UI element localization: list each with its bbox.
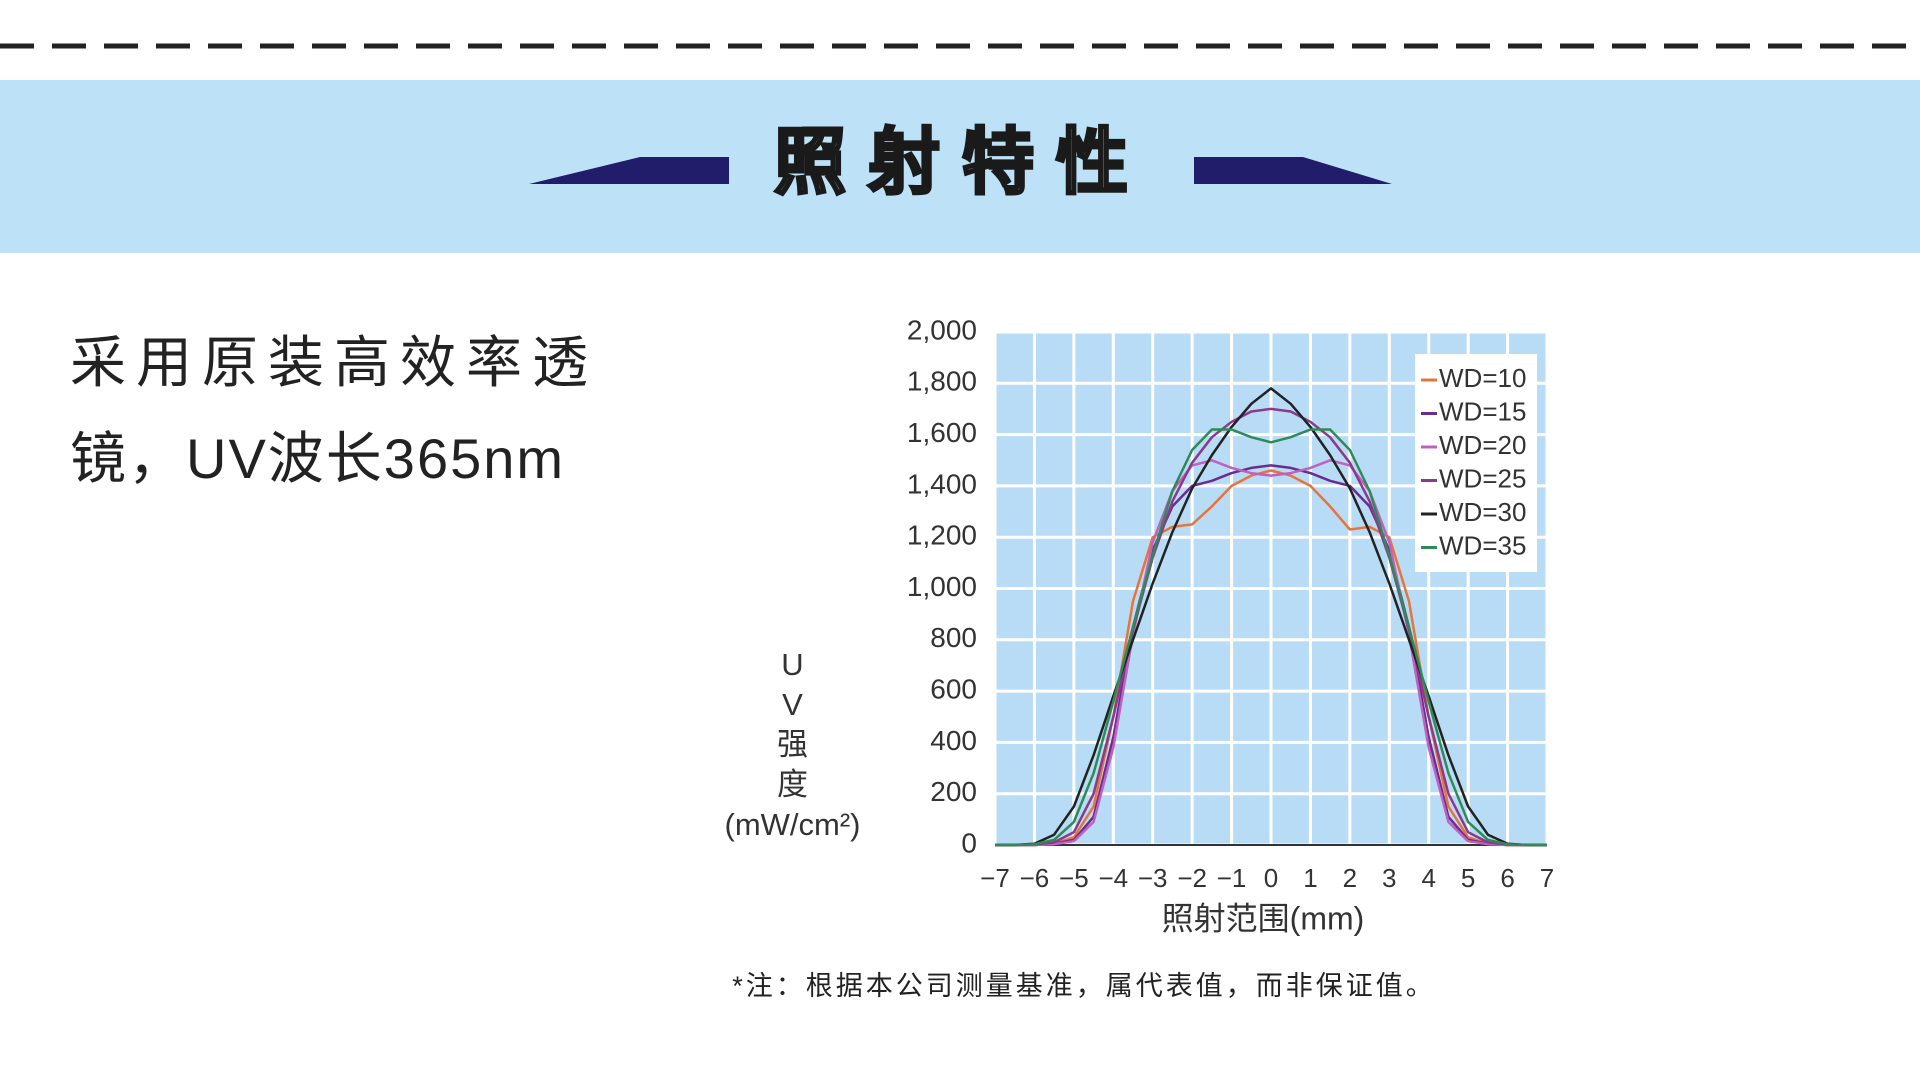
y-tick-label: 800 [930,622,977,653]
y-tick-label: 400 [930,725,977,756]
y-tick-label: 1,400 [907,468,977,499]
x-tick-label: 5 [1461,863,1475,893]
section-title: 照射特性 [774,123,1150,203]
x-tick-label: −4 [1098,863,1128,893]
y-tick-label: 1,000 [907,571,977,602]
x-tick-label: 1 [1303,863,1317,893]
title-ornament [529,157,729,184]
y-tick-label: 1,200 [907,520,977,551]
x-tick-label: −3 [1138,863,1168,893]
x-axis-label: 照射范围(mm) [1162,900,1365,936]
y-tick-label: 0 [961,827,977,858]
title-band [0,80,1920,253]
y-tick-label: 1,800 [907,366,977,397]
legend-label: WD=30 [1439,497,1526,527]
y-tick-label: 600 [930,673,977,704]
x-tick-label: −2 [1177,863,1207,893]
y-tick-label: 2,000 [907,314,977,345]
series-line [995,459,1547,847]
x-tick-label: 0 [1264,863,1278,893]
legend-label: WD=35 [1439,530,1526,560]
x-tick-label: 2 [1343,863,1357,893]
series-line [995,464,1547,847]
x-tick-label: 6 [1500,863,1514,893]
series-line [995,407,1547,847]
legend-box [1415,354,1537,572]
x-tick-label: −6 [1020,863,1050,893]
legend-label: WD=20 [1439,430,1526,460]
y-tick-label: 200 [930,776,977,807]
description-line: 镜，UV波长365nm [70,427,565,490]
chart: −7 −6 −5 −4 −3 −2 −1 0 1 2 3 4 5 6 702004006008001,000… [907,314,1554,936]
legend-label: WD=25 [1439,463,1526,493]
legend-label: WD=15 [1439,396,1526,426]
y-axis-label: UV强度 (mW/cm²) [700,645,885,845]
title-ornament [1194,157,1392,184]
x-tick-label: −1 [1217,863,1247,893]
series-line [995,387,1547,847]
x-tick-label: 7 [1540,863,1554,893]
x-tick-label: 3 [1382,863,1396,893]
y-axis-title: UV强度 [777,647,808,802]
y-tick-label: 1,600 [907,417,977,448]
footnote: *注：根据本公司测量基准，属代表值，而非保证值。 [732,971,1436,1001]
legend-label: WD=10 [1439,363,1526,393]
x-tick-label: −5 [1059,863,1089,893]
description-line: 采用原装高效率透 [70,331,598,394]
series-line [995,469,1547,847]
series-line [995,428,1547,847]
y-axis-unit: (mW/cm²) [724,807,861,842]
x-tick-label: 4 [1421,863,1435,893]
x-tick-label: −7 [980,863,1010,893]
